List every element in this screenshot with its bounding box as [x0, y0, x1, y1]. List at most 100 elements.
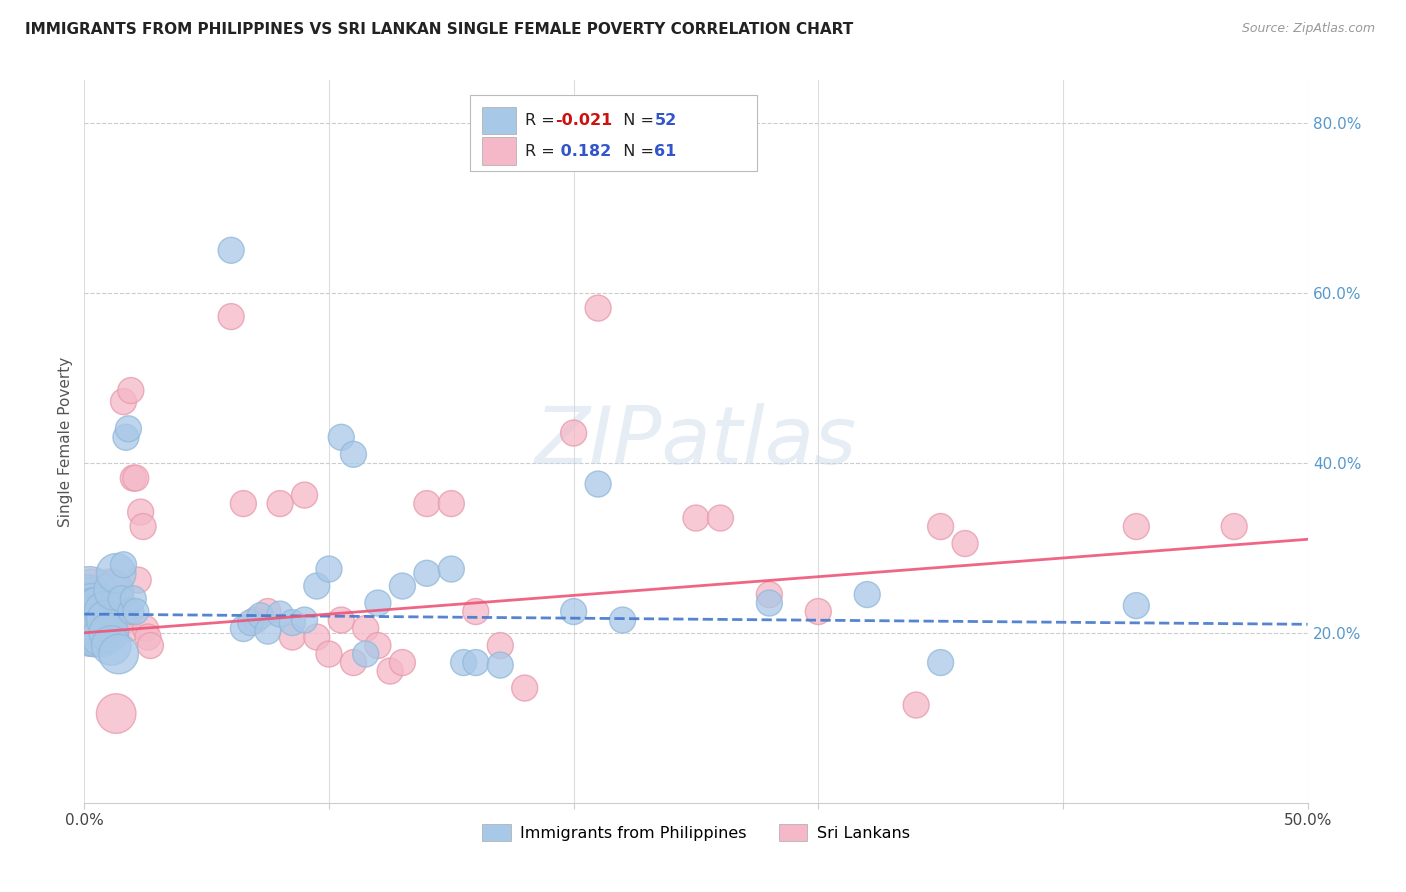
Point — [305, 630, 328, 644]
Point — [586, 301, 609, 315]
Point — [136, 630, 159, 644]
Point — [269, 497, 291, 511]
Point — [440, 562, 463, 576]
Point — [709, 511, 731, 525]
Point — [110, 599, 132, 613]
Point — [107, 647, 129, 661]
Point — [489, 639, 512, 653]
Point — [122, 471, 145, 485]
Text: R =: R = — [524, 113, 560, 128]
Point — [132, 519, 155, 533]
Text: Source: ZipAtlas.com: Source: ZipAtlas.com — [1241, 22, 1375, 36]
Point — [391, 579, 413, 593]
Point — [367, 596, 389, 610]
Text: N =: N = — [613, 144, 659, 159]
Point — [77, 613, 100, 627]
Text: R =: R = — [524, 144, 560, 159]
Point — [90, 599, 112, 613]
Point — [112, 558, 135, 572]
Text: -0.021: -0.021 — [555, 113, 613, 128]
Point — [440, 497, 463, 511]
Point — [586, 477, 609, 491]
Point — [391, 656, 413, 670]
Point — [120, 605, 142, 619]
Point — [129, 505, 152, 519]
FancyBboxPatch shape — [482, 137, 516, 165]
Point — [117, 622, 139, 636]
Point — [856, 588, 879, 602]
Point — [103, 605, 125, 619]
Point — [117, 422, 139, 436]
Point — [76, 596, 98, 610]
Text: IMMIGRANTS FROM PHILIPPINES VS SRI LANKAN SINGLE FEMALE POVERTY CORRELATION CHAR: IMMIGRANTS FROM PHILIPPINES VS SRI LANKA… — [25, 22, 853, 37]
Point — [93, 605, 115, 619]
Point — [80, 590, 103, 604]
Point — [232, 622, 254, 636]
Point — [257, 605, 280, 619]
Point — [103, 583, 125, 598]
Point — [416, 497, 439, 511]
Text: 52: 52 — [654, 113, 676, 128]
Point — [239, 615, 262, 630]
Point — [83, 622, 105, 636]
Point — [354, 647, 377, 661]
Point — [100, 639, 122, 653]
Point — [758, 596, 780, 610]
Point — [453, 656, 475, 670]
Point — [83, 599, 105, 613]
FancyBboxPatch shape — [470, 95, 758, 170]
Point — [110, 591, 132, 606]
Point — [122, 591, 145, 606]
Point — [257, 624, 280, 639]
Legend: Immigrants from Philippines, Sri Lankans: Immigrants from Philippines, Sri Lankans — [474, 816, 918, 849]
Point — [305, 579, 328, 593]
Point — [758, 588, 780, 602]
Point — [464, 605, 486, 619]
Point — [100, 582, 122, 596]
Point — [489, 658, 512, 673]
Point — [318, 562, 340, 576]
Point — [80, 605, 103, 619]
Point — [562, 425, 585, 440]
Point — [219, 310, 242, 324]
Point — [330, 430, 353, 444]
Text: 0.182: 0.182 — [555, 144, 612, 159]
Point — [139, 639, 162, 653]
Point — [87, 622, 110, 636]
Point — [112, 394, 135, 409]
Point — [562, 605, 585, 619]
Point — [86, 600, 108, 615]
Point — [83, 617, 105, 632]
Point — [115, 613, 138, 627]
Point — [1125, 599, 1147, 613]
Point — [96, 613, 118, 627]
Point — [1125, 519, 1147, 533]
Point — [342, 656, 364, 670]
Point — [330, 613, 353, 627]
Point — [464, 656, 486, 670]
FancyBboxPatch shape — [482, 107, 516, 135]
Point — [127, 573, 149, 587]
Point — [80, 622, 103, 636]
Point — [685, 511, 707, 525]
Point — [86, 630, 108, 644]
Point — [342, 447, 364, 461]
Point — [281, 630, 304, 644]
Point — [1223, 519, 1246, 533]
Point — [612, 613, 634, 627]
Point — [367, 639, 389, 653]
Point — [105, 706, 128, 721]
Point — [77, 596, 100, 610]
Point — [929, 519, 952, 533]
Point — [294, 613, 316, 627]
Point — [219, 244, 242, 258]
Point — [83, 608, 105, 623]
Point — [294, 488, 316, 502]
Point — [93, 605, 115, 619]
Point — [281, 615, 304, 630]
Text: N =: N = — [613, 113, 659, 128]
Y-axis label: Single Female Poverty: Single Female Poverty — [58, 357, 73, 526]
Point — [97, 622, 120, 636]
Point — [80, 613, 103, 627]
Point — [929, 656, 952, 670]
